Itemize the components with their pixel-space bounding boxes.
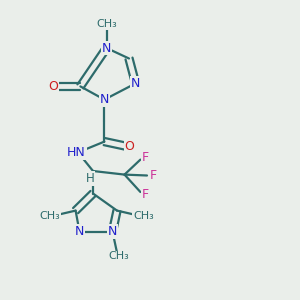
Text: HN: HN (67, 146, 86, 159)
Text: O: O (125, 140, 134, 154)
Text: N: N (131, 77, 140, 90)
Text: CH₃: CH₃ (39, 211, 60, 221)
Text: O: O (49, 80, 58, 93)
Text: CH₃: CH₃ (96, 19, 117, 29)
Text: F: F (141, 188, 148, 201)
Text: CH₃: CH₃ (108, 251, 129, 261)
Text: F: F (149, 169, 157, 182)
Text: N: N (75, 225, 84, 238)
Text: N: N (100, 93, 109, 106)
Text: H: H (85, 172, 94, 185)
Text: CH₃: CH₃ (133, 211, 154, 221)
Text: N: N (102, 41, 111, 55)
Text: N: N (108, 225, 117, 238)
Text: F: F (141, 151, 148, 164)
